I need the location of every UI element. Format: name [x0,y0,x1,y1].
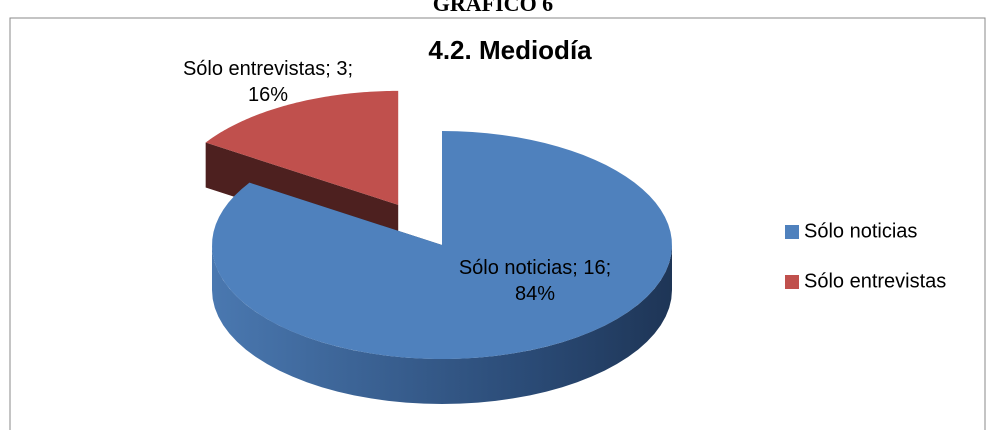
legend-label: Sólo entrevistas [804,270,946,292]
slice-side [212,245,672,404]
slice-top [212,131,672,359]
legend-swatch [785,275,799,289]
pie [205,90,672,404]
chart-frame [9,17,986,430]
legend-swatch [785,225,799,239]
header: GRAFICO 6 [433,0,553,16]
slice [212,131,672,404]
data-label: Sólo entrevistas; 3; 16% [182,58,354,106]
chart-title: 4.2. Mediodía [428,35,592,65]
legend: Sólo noticias Sólo entrevistas [785,220,946,292]
data-label: Sólo noticias; 16; 84% [458,257,612,305]
legend-label: Sólo noticias [804,220,917,242]
slice-top [205,90,399,205]
